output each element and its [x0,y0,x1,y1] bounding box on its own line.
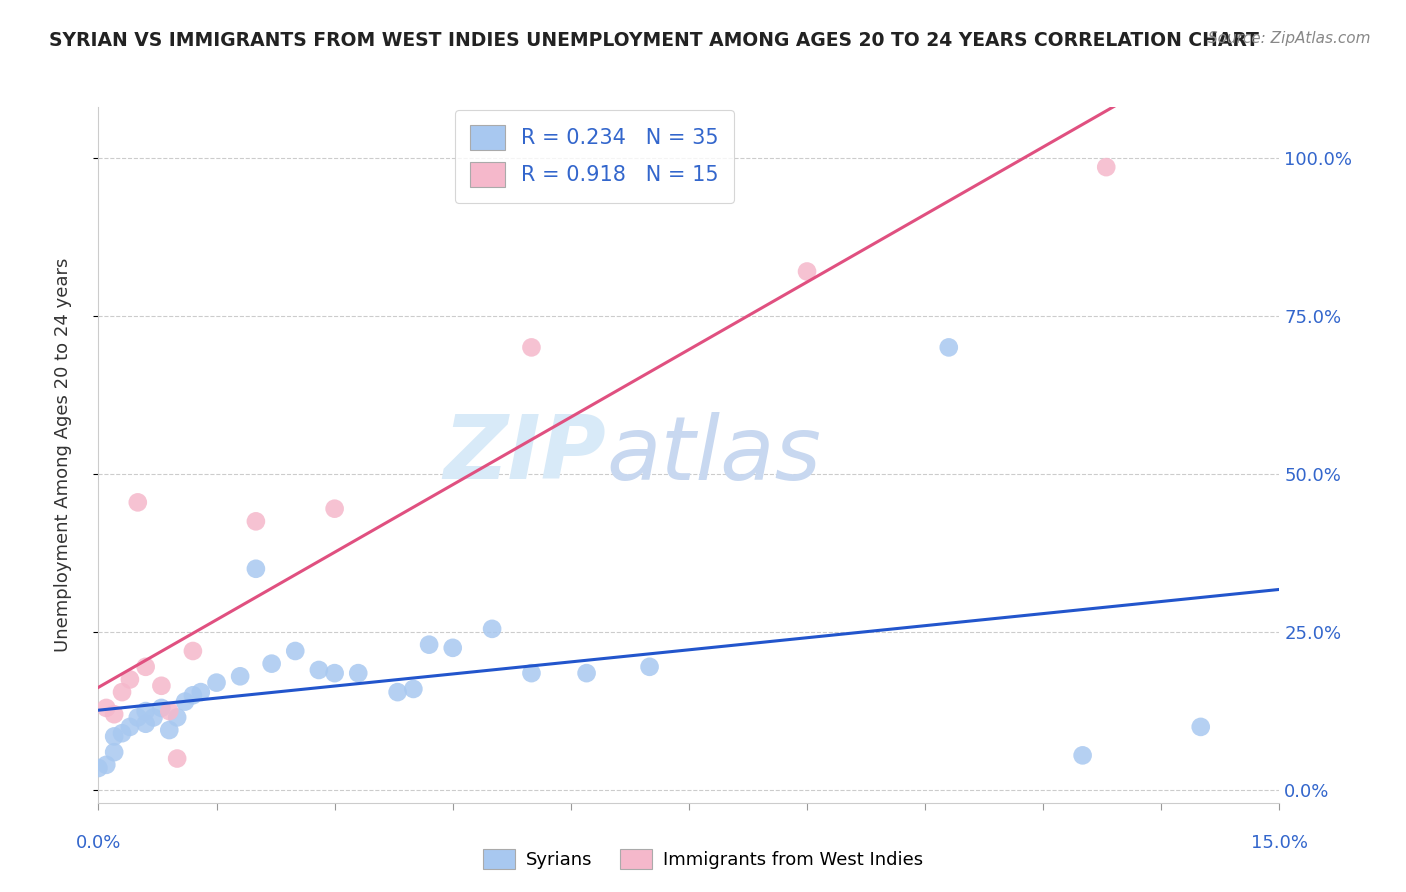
Point [520,340,543,354]
Point [157,723,180,737]
Text: Source: ZipAtlas.com: Source: ZipAtlas.com [1208,31,1371,46]
Point [938,340,960,354]
Point [260,657,283,671]
Y-axis label: Unemployment Among Ages 20 to 24 years: Unemployment Among Ages 20 to 24 years [53,258,72,652]
Point [418,638,440,652]
Point [1189,720,1212,734]
Point [387,685,409,699]
Point [118,720,141,734]
Point [308,663,330,677]
Point [284,644,307,658]
Point [103,730,125,744]
Point [96,757,118,772]
Point [323,666,346,681]
Point [135,660,157,674]
Point [323,501,346,516]
Point [402,681,425,696]
Text: SYRIAN VS IMMIGRANTS FROM WEST INDIES UNEMPLOYMENT AMONG AGES 20 TO 24 YEARS COR: SYRIAN VS IMMIGRANTS FROM WEST INDIES UN… [49,31,1260,50]
Point [520,666,543,681]
Text: 15.0%: 15.0% [1251,834,1308,852]
Text: 0.0%: 0.0% [76,834,121,852]
Point [127,710,149,724]
Point [87,761,110,775]
Text: ZIP: ZIP [443,411,606,499]
Point [111,685,134,699]
Point [118,673,141,687]
Point [157,704,180,718]
Point [103,745,125,759]
Text: atlas: atlas [606,412,821,498]
Point [229,669,252,683]
Point [174,695,197,709]
Point [1071,748,1094,763]
Point [103,707,125,722]
Point [111,726,134,740]
Point [150,701,173,715]
Point [135,704,157,718]
Point [181,688,204,702]
Point [142,710,165,724]
Legend: R = 0.234   N = 35, R = 0.918   N = 15: R = 0.234 N = 35, R = 0.918 N = 15 [454,110,734,202]
Point [166,710,188,724]
Legend: Syrians, Immigrants from West Indies: Syrians, Immigrants from West Indies [474,839,932,879]
Point [190,685,212,699]
Point [127,495,149,509]
Point [638,660,661,674]
Point [150,679,173,693]
Point [205,675,228,690]
Point [181,644,204,658]
Point [245,514,267,528]
Point [796,264,818,278]
Point [135,716,157,731]
Point [166,751,188,765]
Point [96,701,118,715]
Point [245,562,267,576]
Point [1095,160,1118,174]
Point [575,666,598,681]
Point [481,622,503,636]
Point [441,640,464,655]
Point [347,666,370,681]
